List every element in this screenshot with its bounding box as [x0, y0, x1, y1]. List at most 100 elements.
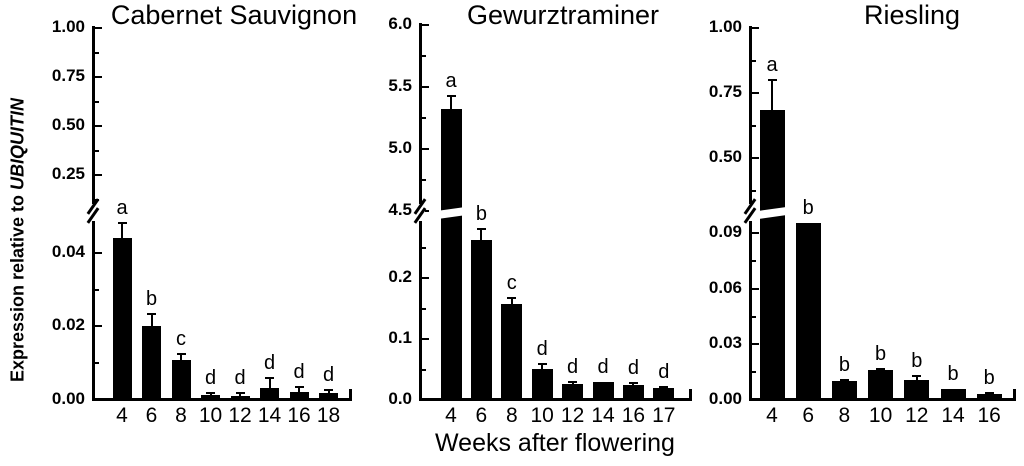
- significance-letter: b: [947, 362, 959, 385]
- error-bar-cap: [912, 375, 922, 378]
- x-tick-label: 6: [475, 404, 488, 427]
- y-minor-tick: [94, 51, 99, 54]
- y-minor-tick: [421, 307, 426, 310]
- y-tick-label: 0.02: [51, 315, 85, 335]
- y-major-tick: [94, 325, 102, 328]
- y-minor-tick: [421, 55, 426, 57]
- y-major-tick: [751, 399, 759, 401]
- panel-title: Riesling: [863, 0, 961, 30]
- x-axis-line: [748, 398, 1016, 401]
- x-axis-label: Weeks after flowering: [435, 429, 675, 457]
- x-tick-label: 8: [505, 404, 518, 427]
- y-tick-label: 0.0: [388, 389, 412, 408]
- y-tick-label: 0.06: [708, 277, 742, 297]
- error-bar-cap: [117, 222, 127, 225]
- y-tick-label: 0.2: [388, 267, 412, 287]
- y-minor-tick: [421, 117, 426, 119]
- error-bar-cap: [446, 94, 456, 97]
- bar: [260, 387, 279, 399]
- significance-letter: b: [838, 353, 850, 376]
- significance-letter: b: [475, 203, 487, 226]
- bar: [831, 381, 857, 399]
- y-major-tick: [421, 148, 429, 150]
- x-tick-label: 8: [838, 404, 851, 427]
- y-minor-tick: [751, 59, 756, 62]
- y-axis-label-gene: UBIQUITIN: [7, 97, 28, 190]
- x-tick-label: 4: [116, 404, 128, 427]
- bar: [142, 326, 161, 399]
- significance-letter: d: [567, 356, 579, 379]
- y-minor-tick: [421, 368, 426, 371]
- bar: [289, 392, 309, 399]
- bar: [759, 109, 785, 399]
- bar: [622, 384, 644, 399]
- error-bar-cap: [235, 391, 245, 394]
- y-major-tick: [421, 210, 429, 212]
- x-tick-label: 17: [652, 404, 676, 427]
- significance-letter: a: [766, 54, 778, 76]
- x-tick-label: 14: [941, 404, 965, 427]
- x-tick-label: 14: [257, 404, 282, 427]
- y-minor-tick: [94, 288, 99, 291]
- significance-letter: d: [597, 356, 609, 379]
- y-tick-label: 0.00: [708, 389, 742, 408]
- x-tick-label: 12: [905, 404, 929, 427]
- bar: [230, 395, 250, 399]
- error-bar-cap: [984, 391, 994, 394]
- error-bar-cap: [876, 367, 886, 370]
- y-tick-label: 0.50: [708, 147, 742, 166]
- y-tick-label: 6.0: [388, 14, 412, 33]
- significance-letter: b: [983, 366, 995, 389]
- y-major-tick: [751, 157, 759, 159]
- y-minor-tick: [94, 149, 99, 152]
- x-axis-line: [91, 398, 352, 401]
- significance-letter: b: [875, 342, 887, 365]
- x-axis-endcap: [349, 389, 352, 401]
- bar: [112, 238, 132, 399]
- error-bar-stem: [268, 377, 271, 388]
- x-tick-label: 6: [145, 404, 158, 427]
- error-bar-cap: [628, 381, 638, 384]
- error-bar-stem: [541, 364, 544, 369]
- x-tick-label: 6: [802, 404, 815, 427]
- y-axis-label-text: Expression relative to: [7, 189, 28, 383]
- bar: [904, 379, 930, 399]
- y-tick-label: 0.00: [51, 389, 85, 408]
- y-major-tick: [751, 92, 759, 94]
- significance-letter: c: [506, 272, 517, 295]
- x-axis-endcap: [689, 389, 692, 401]
- bar: [795, 222, 821, 399]
- error-bar-cap: [324, 388, 333, 391]
- y-major-tick: [94, 251, 102, 254]
- y-tick-label: 1.00: [51, 17, 85, 36]
- x-tick-label: 4: [445, 404, 457, 427]
- x-tick-label: 16: [287, 404, 311, 427]
- bar: [470, 240, 492, 399]
- panel-title: Cabernet Sauvignon: [110, 0, 358, 30]
- y-minor-tick: [751, 124, 756, 127]
- x-tick-label: 14: [591, 404, 615, 427]
- y-major-tick: [94, 27, 102, 29]
- error-bar-stem: [327, 389, 330, 393]
- error-bar-cap: [476, 228, 486, 231]
- y-major-tick: [421, 399, 429, 401]
- y-major-tick: [421, 338, 429, 341]
- error-bar-stem: [510, 298, 513, 305]
- x-tick-label: 4: [766, 404, 778, 427]
- x-tick-label: 16: [977, 404, 1001, 427]
- x-tick-label: 10: [868, 404, 893, 427]
- x-tick-label: 10: [530, 404, 554, 427]
- y-major-tick: [94, 174, 102, 176]
- y-tick-label: 0.25: [51, 164, 85, 183]
- error-bar-cap: [537, 363, 547, 366]
- error-bar-stem: [480, 229, 483, 241]
- y-major-tick: [751, 343, 759, 346]
- x-tick-label: 18: [316, 404, 341, 427]
- significance-letter: b: [802, 196, 814, 219]
- bar: [976, 394, 1002, 399]
- y-tick-label: 4.5: [388, 200, 412, 219]
- bar: [653, 387, 675, 399]
- significance-letter: d: [536, 338, 548, 361]
- significance-letter: a: [445, 69, 457, 92]
- significance-letter: d: [627, 356, 639, 379]
